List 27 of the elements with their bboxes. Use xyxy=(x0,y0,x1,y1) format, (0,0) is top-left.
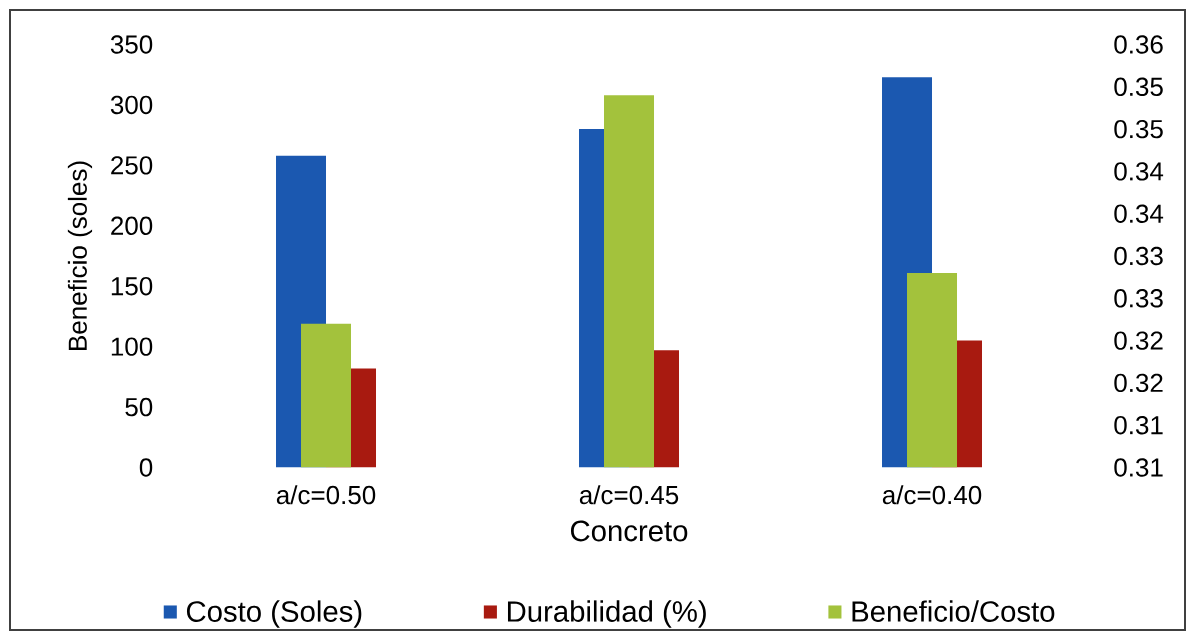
y-tick-label: 0 xyxy=(139,458,153,477)
x-tick-label: a/c=0.40 xyxy=(882,485,982,505)
legend-label: Beneficio/Costo xyxy=(852,600,1055,622)
y-tick-label: 200 xyxy=(111,216,153,235)
y2-tick-label: 0.32 xyxy=(1114,331,1163,350)
y2-tick-label: 0.33 xyxy=(1114,246,1163,266)
y2-tick-label: 0.32 xyxy=(1114,373,1163,393)
y2-tick-label: 0.34 xyxy=(1114,204,1164,223)
y-tick-label: 150 xyxy=(111,277,153,296)
y2-tick-label: 0.31 xyxy=(1114,458,1163,477)
y2-tick-label: 0.34 xyxy=(1114,162,1164,181)
x-axis-title: Concreto xyxy=(570,520,688,542)
y2-tick-label: 0.31 xyxy=(1114,416,1163,435)
y-tick-label: 250 xyxy=(111,156,153,175)
y-axis-title: Beneficio (soles) xyxy=(67,161,93,350)
y2-tick-label: 0.35 xyxy=(1114,119,1163,139)
y-tick-label: 100 xyxy=(111,337,153,356)
y2-tick-label: 0.33 xyxy=(1114,289,1163,308)
y-tick-label: 50 xyxy=(125,397,153,417)
x-tick-label: a/c=0.45 xyxy=(579,485,679,505)
y-tick-label: 300 xyxy=(110,95,153,115)
x-tick-label: a/c=0.50 xyxy=(276,485,376,505)
legend-label: Costo (Soles) xyxy=(186,600,362,628)
y2-tick-label: 0.35 xyxy=(1114,77,1163,96)
y2-tick-label: 0.36 xyxy=(1114,35,1163,54)
y-tick-label: 350 xyxy=(110,35,153,54)
legend-label: Durabilidad (%) xyxy=(507,600,706,628)
